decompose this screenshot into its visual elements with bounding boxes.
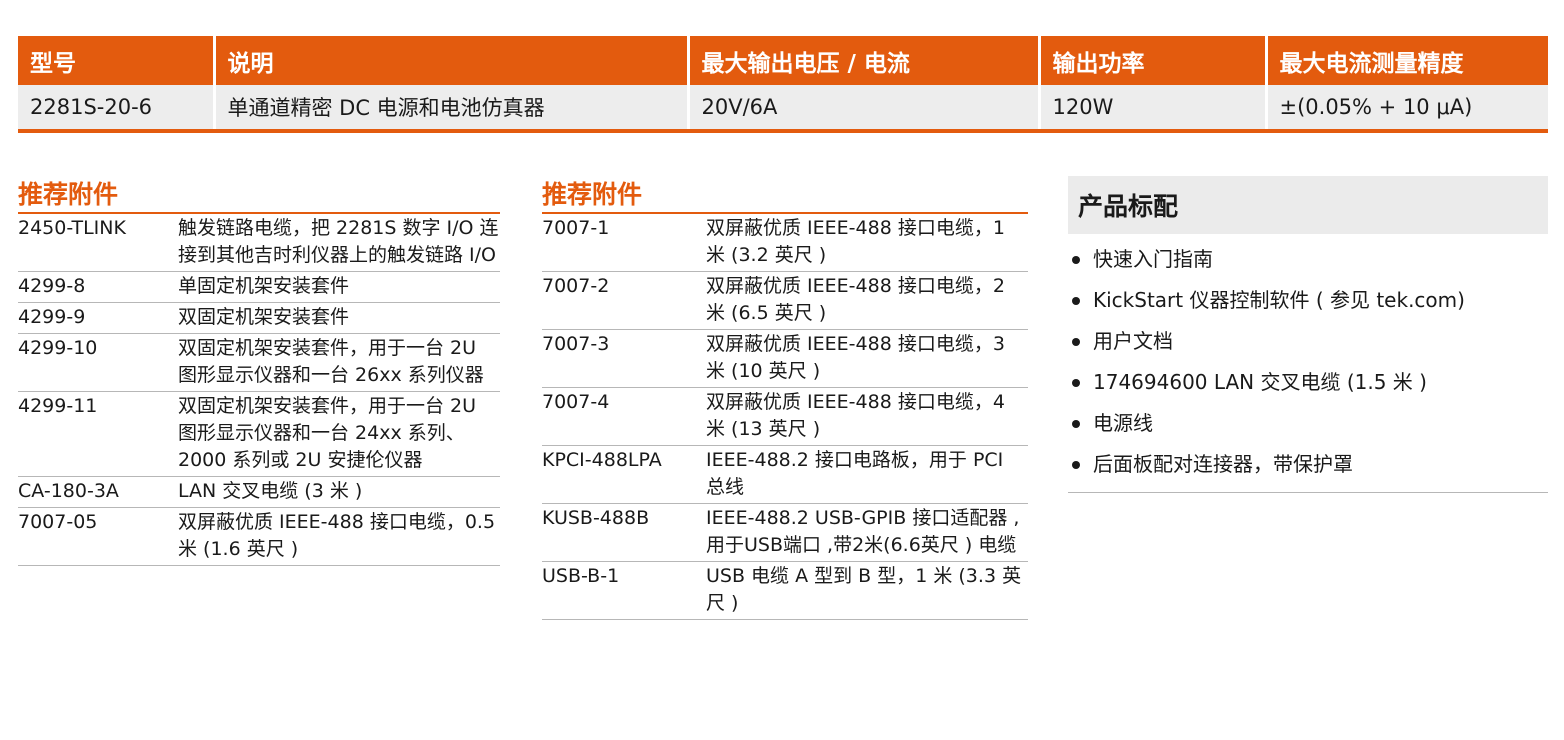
part-description: USB 电缆 A 型到 B 型，1 米 (3.3 英尺 ) <box>706 561 1028 620</box>
part-number: KPCI-488LPA <box>542 445 706 504</box>
list-item: 7007-1 双屏蔽优质 IEEE-488 接口电缆，1 米 (3.2 英尺 ) <box>542 214 1028 272</box>
list-item: 电源线 <box>1068 410 1548 437</box>
list-item-label: 用户文档 <box>1093 329 1173 353</box>
part-description: IEEE-488.2 USB-GPIB 接口适配器 ,用于USB端口 ,带2米(… <box>706 503 1028 562</box>
standard-items-list: 快速入门指南 KickStart 仪器控制软件 ( 参见 tek.com) 用户… <box>1068 234 1548 493</box>
header-description: 说明 <box>212 36 688 85</box>
bullet-icon <box>1072 420 1080 428</box>
list-item: 7007-3 双屏蔽优质 IEEE-488 接口电缆，3 米 (10 英尺 ) <box>542 329 1028 388</box>
part-number: 7007-4 <box>542 387 706 446</box>
part-number: 4299-10 <box>18 333 178 392</box>
header-max-output: 最大输出电压 / 电流 <box>686 36 1039 85</box>
header-accuracy: 最大电流测量精度 <box>1264 36 1548 85</box>
list-item: KUSB-488B IEEE-488.2 USB-GPIB 接口适配器 ,用于US… <box>542 503 1028 562</box>
accessories-left: 推荐附件 2450-TLINK 触发链路电缆，把 2281S 数字 I/O 连接到… <box>18 178 500 566</box>
bullet-icon <box>1072 379 1080 387</box>
part-description: 双屏蔽优质 IEEE-488 接口电缆，2 米 (6.5 英尺 ) <box>706 271 1028 330</box>
part-description: 双固定机架安装套件，用于一台 2U 图形显示仪器和一台 24xx 系列、2000… <box>178 391 500 477</box>
part-number: 4299-9 <box>18 302 178 334</box>
standard-items: 产品标配 快速入门指南 KickStart 仪器控制软件 ( 参见 tek.co… <box>1068 176 1548 493</box>
accessories-left-title: 推荐附件 <box>18 178 500 214</box>
list-item-label: 电源线 <box>1093 411 1153 435</box>
accessories-left-table: 2450-TLINK 触发链路电缆，把 2281S 数字 I/O 连接到其他吉时利… <box>18 214 500 566</box>
list-item: 4299-9 双固定机架安装套件 <box>18 302 500 334</box>
list-item-label: 174694600 LAN 交叉电缆 (1.5 米 ) <box>1093 370 1427 394</box>
list-item: 7007-4 双屏蔽优质 IEEE-488 接口电缆，4 米 (13 英尺 ) <box>542 387 1028 446</box>
spec-header-row: 型号 说明 最大输出电压 / 电流 输出功率 最大电流测量精度 <box>18 36 1548 85</box>
part-number: 7007-05 <box>18 507 178 566</box>
part-description: 双固定机架安装套件 <box>178 302 500 334</box>
part-description: 双固定机架安装套件，用于一台 2U 图形显示仪器和一台 26xx 系列仪器 <box>178 333 500 392</box>
accessories-right-table: 7007-1 双屏蔽优质 IEEE-488 接口电缆，1 米 (3.2 英尺 ) … <box>542 214 1028 620</box>
part-description: 触发链路电缆，把 2281S 数字 I/O 连接到其他吉时利仪器上的触发链路 I… <box>178 214 500 272</box>
list-item: USB-B-1 USB 电缆 A 型到 B 型，1 米 (3.3 英尺 ) <box>542 561 1028 620</box>
part-number: 7007-2 <box>542 271 706 330</box>
part-description: 单固定机架安装套件 <box>178 271 500 303</box>
list-item: 4299-8 单固定机架安装套件 <box>18 271 500 303</box>
list-item: KPCI-488LPA IEEE-488.2 接口电路板，用于 PCI 总线 <box>542 445 1028 504</box>
part-description: 双屏蔽优质 IEEE-488 接口电缆，1 米 (3.2 英尺 ) <box>706 214 1028 272</box>
accessories-right-title: 推荐附件 <box>542 178 1028 214</box>
part-number: CA-180-3A <box>18 476 178 508</box>
list-item: 2450-TLINK 触发链路电缆，把 2281S 数字 I/O 连接到其他吉时利… <box>18 214 500 272</box>
list-item: 174694600 LAN 交叉电缆 (1.5 米 ) <box>1068 369 1548 396</box>
standard-items-header: 产品标配 <box>1068 176 1548 234</box>
standard-items-title: 产品标配 <box>1078 192 1179 221</box>
list-item: 7007-2 双屏蔽优质 IEEE-488 接口电缆，2 米 (6.5 英尺 ) <box>542 271 1028 330</box>
part-description: 双屏蔽优质 IEEE-488 接口电缆，3 米 (10 英尺 ) <box>706 329 1028 388</box>
part-description: 双屏蔽优质 IEEE-488 接口电缆，0.5 米 (1.6 英尺 ) <box>178 507 500 566</box>
header-output-power: 输出功率 <box>1037 36 1266 85</box>
cell-output-power: 120W <box>1037 85 1266 131</box>
part-description: IEEE-488.2 接口电路板，用于 PCI 总线 <box>706 445 1028 504</box>
list-item: 4299-11 双固定机架安装套件，用于一台 2U 图形显示仪器和一台 24xx … <box>18 391 500 477</box>
cell-max-output: 20V/6A <box>686 85 1039 131</box>
spec-table: 型号 说明 最大输出电压 / 电流 输出功率 最大电流测量精度 2281S-20… <box>18 36 1548 133</box>
part-number: KUSB-488B <box>542 503 706 562</box>
part-description: 双屏蔽优质 IEEE-488 接口电缆，4 米 (13 英尺 ) <box>706 387 1028 446</box>
cell-model: 2281S-20-6 <box>18 85 214 131</box>
bullet-icon <box>1072 461 1080 469</box>
cell-description: 单通道精密 DC 电源和电池仿真器 <box>212 85 688 131</box>
bullet-icon <box>1072 256 1080 264</box>
part-number: 2450-TLINK <box>18 214 178 272</box>
list-item: 后面板配对连接器，带保护罩 <box>1068 451 1548 478</box>
bullet-icon <box>1072 338 1080 346</box>
accessories-right: 推荐附件 7007-1 双屏蔽优质 IEEE-488 接口电缆，1 米 (3.2 … <box>542 178 1028 620</box>
list-item: CA-180-3A LAN 交叉电缆 (3 米 ) <box>18 476 500 508</box>
list-item-label: KickStart 仪器控制软件 ( 参见 tek.com) <box>1093 288 1465 312</box>
part-number: 7007-3 <box>542 329 706 388</box>
cell-accuracy: ±(0.05% + 10 μA) <box>1264 85 1548 131</box>
list-item: 7007-05 双屏蔽优质 IEEE-488 接口电缆，0.5 米 (1.6 英尺… <box>18 507 500 566</box>
spec-row: 2281S-20-6 单通道精密 DC 电源和电池仿真器 20V/6A 120W… <box>18 85 1548 131</box>
header-model: 型号 <box>18 36 214 85</box>
list-item: 快速入门指南 <box>1068 246 1548 273</box>
list-item: 4299-10 双固定机架安装套件，用于一台 2U 图形显示仪器和一台 26xx … <box>18 333 500 392</box>
part-number: 4299-11 <box>18 391 178 477</box>
list-item-label: 后面板配对连接器，带保护罩 <box>1093 452 1353 476</box>
part-description: LAN 交叉电缆 (3 米 ) <box>178 476 500 508</box>
bullet-icon <box>1072 297 1080 305</box>
list-item: 用户文档 <box>1068 328 1548 355</box>
list-item: KickStart 仪器控制软件 ( 参见 tek.com) <box>1068 287 1548 314</box>
part-number: USB-B-1 <box>542 561 706 620</box>
part-number: 7007-1 <box>542 214 706 272</box>
list-item-label: 快速入门指南 <box>1093 247 1213 271</box>
part-number: 4299-8 <box>18 271 178 303</box>
